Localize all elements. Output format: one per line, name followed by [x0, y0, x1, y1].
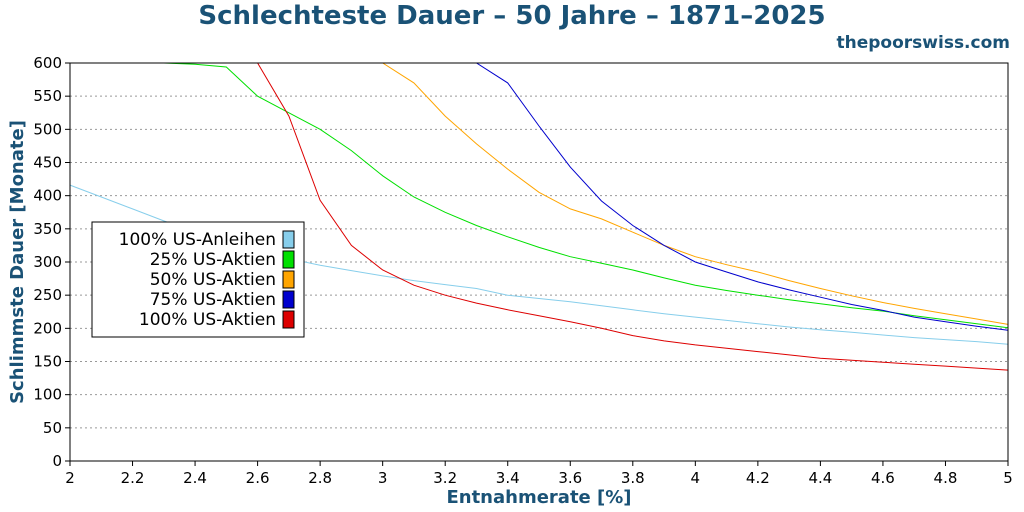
series-lines [69, 62, 1009, 371]
y-tick-label: 300 [33, 253, 62, 271]
legend-label: 100% US-Aktien [139, 310, 276, 330]
x-tick-label: 4.4 [808, 469, 832, 487]
x-axis-ticks: 2 2.2 2.4 2.6 2.8 3 3.2 3.4 3.6 3.8 4 4.2 4.4 4.6 4.8 5 [65, 461, 1013, 487]
legend-label: 50% US-Aktien [150, 270, 276, 290]
y-tick-label: 250 [33, 286, 62, 304]
x-tick-label: 2.6 [246, 469, 270, 487]
y-tick-label: 150 [33, 353, 62, 371]
y-tick-label: 350 [33, 220, 62, 238]
x-tick-label: 2 [65, 469, 75, 487]
x-tick-label: 2.8 [308, 469, 332, 487]
legend-swatch [282, 290, 295, 309]
x-axis-label: Entnahmerate [%] [446, 487, 631, 508]
legend-swatch [282, 250, 295, 269]
y-axis-ticks: 0 50 100 150 200 250 300 350 400 450 500 550 600 [33, 54, 70, 470]
x-tick-label: 2.2 [121, 469, 145, 487]
x-tick-label: 4.8 [934, 469, 958, 487]
x-tick-label: 4 [691, 469, 701, 487]
y-axis-label: Schlimmste Dauer [Monate] [7, 120, 28, 404]
legend-swatch [282, 310, 295, 329]
legend-box [91, 221, 305, 338]
y-tick-label: 600 [33, 54, 62, 72]
y-tick-label: 0 [52, 452, 62, 470]
y-tick-label: 550 [33, 87, 62, 105]
y-tick-label: 450 [33, 154, 62, 172]
legend-label: 100% US-Anleihen [119, 230, 276, 250]
legend-label: 75% US-Aktien [150, 290, 276, 310]
site-watermark: thepoorswiss.com [836, 33, 1011, 53]
x-tick-label: 3.6 [558, 469, 582, 487]
y-tick-label: 50 [43, 419, 62, 437]
x-tick-label: 4.2 [746, 469, 770, 487]
y-tick-label: 500 [33, 120, 62, 138]
x-tick-label: 3 [378, 469, 388, 487]
x-tick-label: 3.4 [496, 469, 520, 487]
series-line-5 [70, 62, 1009, 371]
y-tick-label: 100 [33, 386, 62, 404]
x-tick-label: 3.2 [433, 469, 457, 487]
x-tick-label: 4.6 [871, 469, 895, 487]
series-line-2 [70, 62, 1009, 329]
y-tick-label: 200 [33, 319, 62, 337]
x-tick-label: 2.4 [183, 469, 207, 487]
y-tick-label: 400 [33, 187, 62, 205]
legend-swatch [282, 270, 295, 289]
legend-swatch [282, 230, 295, 249]
x-tick-label: 3.8 [621, 469, 645, 487]
legend-label: 25% US-Aktien [150, 250, 276, 270]
chart-title: Schlechteste Dauer – 50 Jahre – 1871–202… [198, 1, 826, 31]
x-tick-label: 5 [1003, 469, 1013, 487]
